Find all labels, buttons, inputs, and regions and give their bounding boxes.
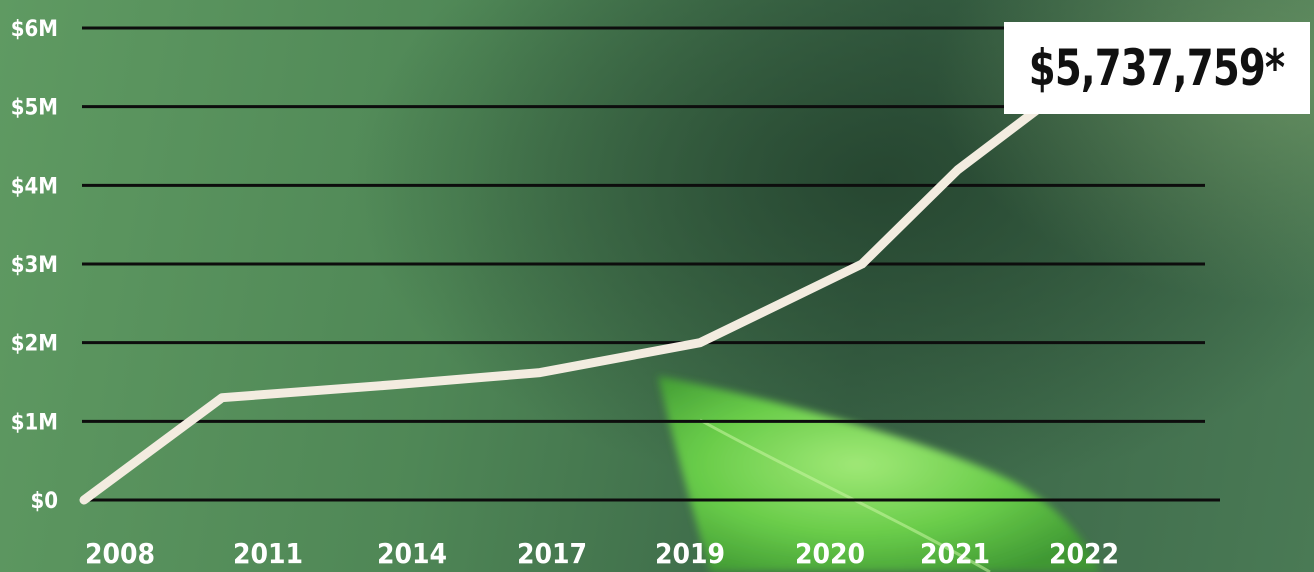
x-tick-label: 2014 (377, 537, 447, 570)
value-callout: $5,737,759* (1004, 22, 1310, 114)
y-tick-label: $4M (11, 174, 58, 199)
x-tick-label: 2022 (1049, 537, 1119, 570)
x-tick-label: 2020 (795, 537, 865, 570)
gridlines (82, 26, 1220, 502)
value-callout-text: $5,737,759* (1029, 39, 1285, 97)
y-tick-label: $6M (11, 17, 58, 42)
x-tick-label: 2019 (655, 537, 725, 570)
series-line (79, 44, 1123, 505)
y-tick-label: $1M (11, 410, 58, 435)
leaf-decoration (658, 376, 1100, 572)
x-tick-label: 2011 (233, 537, 303, 570)
y-tick-label: $3M (11, 253, 58, 278)
y-axis-ticks: $0 $1M $2M $3M $4M $5M $6M (11, 17, 58, 514)
x-axis-ticks: 2008 2011 2014 2017 2019 2020 2021 2022 (85, 537, 1119, 570)
x-tick-label: 2017 (517, 537, 587, 570)
x-tick-label: 2008 (85, 537, 155, 570)
y-tick-label: $0 (30, 489, 58, 514)
y-tick-label: $2M (11, 332, 58, 357)
x-tick-label: 2021 (920, 537, 990, 570)
y-tick-label: $5M (11, 96, 58, 121)
series (79, 44, 1123, 505)
